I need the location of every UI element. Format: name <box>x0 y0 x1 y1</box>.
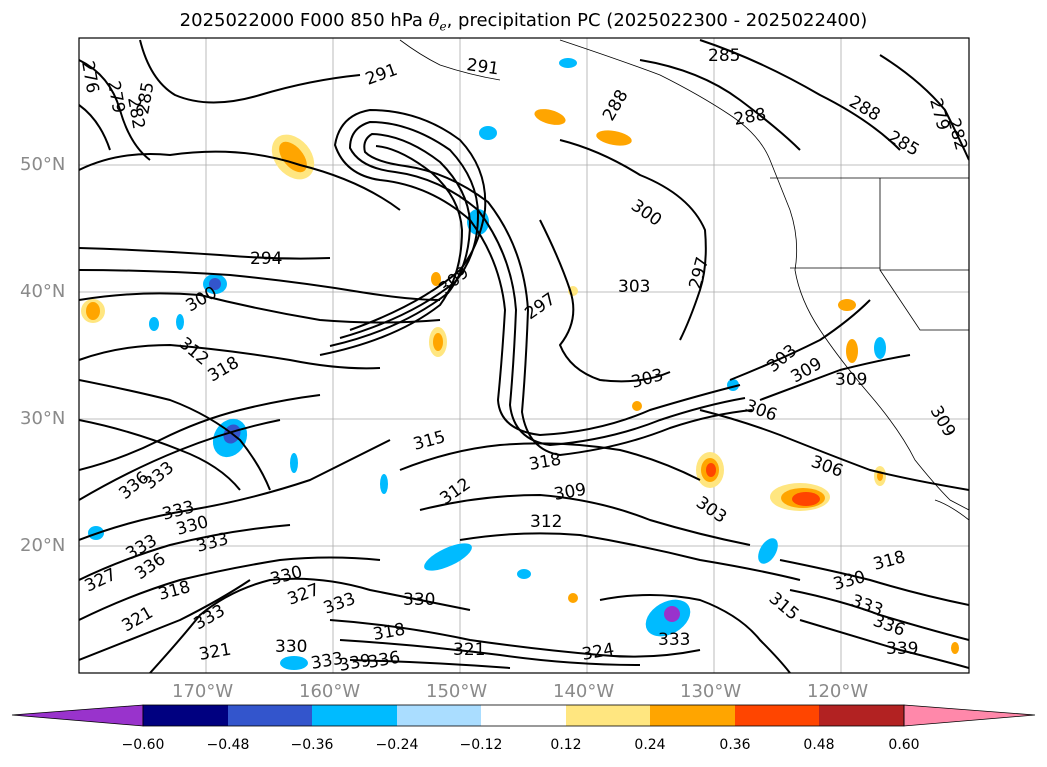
contour-label: 312 <box>530 512 562 532</box>
map-frame <box>78 37 970 674</box>
lat-label-20n: 20°N <box>20 535 66 556</box>
lon-label-160w: 160°W <box>299 681 361 702</box>
colorbar-tick: 0.24 <box>634 737 666 753</box>
contour-label: 303 <box>618 277 650 297</box>
title-prefix: 2025022000 F000 850 hPa <box>179 10 429 31</box>
contour-label: 330 <box>275 637 307 657</box>
contour-label: 291 <box>465 55 500 79</box>
colorbar-tick: −0.60 <box>121 737 165 753</box>
contour-label: 276 <box>77 59 102 94</box>
contour-label: 285 <box>708 46 740 66</box>
colorbar-tick: 0.48 <box>803 737 835 753</box>
lat-label-30n: 30°N <box>20 408 66 429</box>
contour-label: 309 <box>835 370 867 390</box>
theta-e-contours <box>79 39 969 673</box>
lon-label-140w: 140°W <box>553 681 615 702</box>
title-subscript: e <box>439 19 447 34</box>
contour-label: 333 <box>309 649 344 674</box>
contour-label: 339 <box>886 639 918 659</box>
contour-label: 339 <box>337 651 372 676</box>
figure-title: 2025022000 F000 850 hPa θe, precipitatio… <box>0 10 1047 34</box>
lat-label-40n: 40°N <box>20 281 66 302</box>
lon-label-120w: 120°W <box>807 681 869 702</box>
colorbar-tick: 0.36 <box>719 737 751 753</box>
colorbar-tick: −0.36 <box>290 737 334 753</box>
map-panel: 294 291 285 291 288 288 288 285 279 282 … <box>77 38 969 676</box>
title-theta-symbol: θ <box>428 10 440 31</box>
colorbar-tick: −0.48 <box>206 737 250 753</box>
colorbar-tick: −0.12 <box>459 737 503 753</box>
contour-label: 330 <box>403 590 435 610</box>
colorbar-tick: 0.12 <box>550 737 582 753</box>
colorbar-tick: 0.60 <box>888 737 920 753</box>
lon-label-170w: 170°W <box>172 681 234 702</box>
contour-label: 333 <box>658 630 690 650</box>
colorbar-tick: −0.24 <box>375 737 419 753</box>
lon-label-130w: 130°W <box>680 681 742 702</box>
coastlines <box>399 39 969 521</box>
lat-label-50n: 50°N <box>20 154 66 175</box>
title-suffix: , precipitation PC (2025022300 - 2025022… <box>446 10 868 31</box>
lon-label-150w: 150°W <box>426 681 488 702</box>
contour-label: 321 <box>453 640 485 660</box>
contour-label: 294 <box>250 249 282 269</box>
colorbar <box>11 704 1036 727</box>
